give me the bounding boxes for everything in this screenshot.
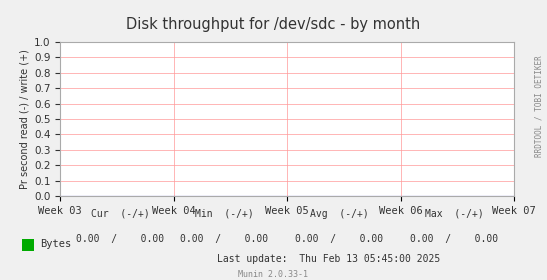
Text: Cur  (-/+): Cur (-/+) <box>91 209 150 219</box>
Text: Min  (-/+): Min (-/+) <box>195 209 254 219</box>
Text: Avg  (-/+): Avg (-/+) <box>310 209 369 219</box>
Text: 0.00  /    0.00: 0.00 / 0.00 <box>410 234 498 244</box>
Text: Munin 2.0.33-1: Munin 2.0.33-1 <box>238 270 309 279</box>
Text: Disk throughput for /dev/sdc - by month: Disk throughput for /dev/sdc - by month <box>126 17 421 32</box>
Text: 0.00  /    0.00: 0.00 / 0.00 <box>76 234 165 244</box>
Y-axis label: Pr second read (-) / write (+): Pr second read (-) / write (+) <box>20 49 30 189</box>
Text: Last update:  Thu Feb 13 05:45:00 2025: Last update: Thu Feb 13 05:45:00 2025 <box>217 254 440 264</box>
Bar <box>22 239 34 251</box>
Text: 0.00  /    0.00: 0.00 / 0.00 <box>180 234 269 244</box>
Text: RRDTOOL / TOBI OETIKER: RRDTOOL / TOBI OETIKER <box>534 55 543 157</box>
Text: 0.00  /    0.00: 0.00 / 0.00 <box>295 234 383 244</box>
Text: Bytes: Bytes <box>40 239 71 249</box>
Text: Max  (-/+): Max (-/+) <box>424 209 484 219</box>
